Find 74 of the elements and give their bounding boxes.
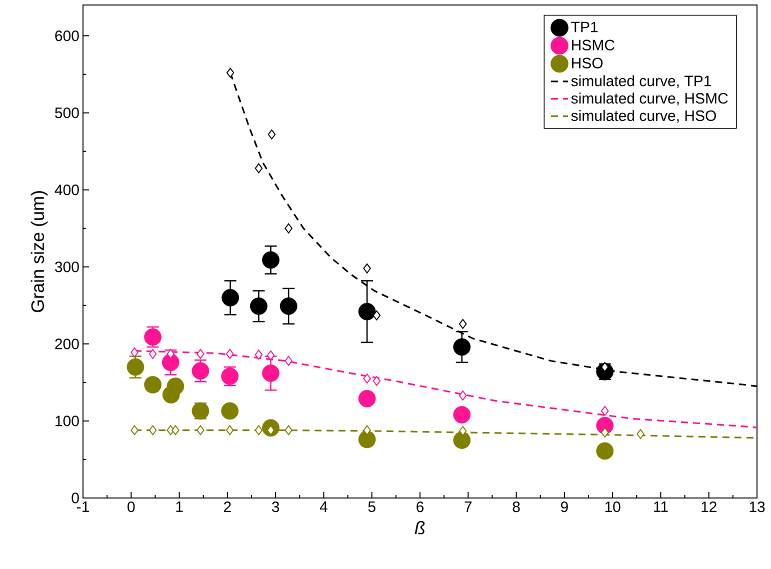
point — [172, 425, 180, 436]
legend-label: HSO — [572, 58, 603, 68]
point — [130, 347, 138, 358]
point — [254, 350, 263, 360]
y-tick-label: 100 — [56, 416, 79, 426]
point — [148, 425, 157, 436]
legend-label: simulated curve, HSO — [571, 110, 716, 123]
x-tick-label: 10 — [605, 502, 620, 512]
point — [600, 428, 609, 438]
y-tick-label: 400 — [54, 184, 79, 196]
x-tick-label: 4 — [320, 502, 328, 512]
point — [284, 425, 292, 436]
point — [162, 354, 180, 372]
y-tick-label: 200 — [55, 338, 79, 350]
point — [130, 425, 138, 436]
point — [222, 289, 240, 306]
point — [363, 263, 371, 274]
x-tick-label: 6 — [416, 502, 424, 512]
point — [262, 251, 280, 269]
point — [192, 362, 210, 380]
point — [596, 442, 614, 460]
x-tick-label: 8 — [512, 502, 520, 512]
y-tick-label: 500 — [55, 108, 79, 118]
point — [358, 302, 376, 320]
point — [363, 425, 371, 436]
point — [226, 348, 234, 359]
legend-label: HSMC — [572, 40, 614, 50]
point — [166, 348, 174, 359]
legend-label: simulated curve, HSMC — [571, 92, 728, 106]
point — [600, 406, 609, 416]
point — [636, 429, 644, 440]
point — [250, 297, 268, 315]
point — [458, 390, 467, 401]
point — [453, 338, 471, 356]
point — [358, 390, 376, 408]
y-tick-label: 600 — [55, 30, 79, 42]
point — [280, 297, 298, 315]
point — [363, 374, 371, 384]
point — [226, 425, 234, 436]
x-tick-label: -1 — [76, 502, 89, 512]
point — [458, 426, 467, 436]
point — [196, 425, 204, 436]
x-tick-label: 12 — [702, 502, 716, 512]
point — [221, 402, 239, 420]
point — [226, 68, 234, 78]
point — [458, 318, 467, 329]
point — [126, 358, 144, 376]
x-tick-label: 0 — [128, 502, 135, 512]
point — [268, 129, 276, 140]
point — [453, 406, 471, 424]
point — [372, 376, 381, 386]
y-tick-label: 0 — [72, 492, 79, 504]
legend-label: TP1 — [571, 22, 598, 32]
point — [284, 223, 292, 234]
x-tick-label: 3 — [272, 502, 280, 512]
point — [284, 356, 292, 366]
point — [266, 350, 275, 360]
point — [148, 348, 157, 359]
x-tick-label: 9 — [560, 502, 568, 512]
x-tick-label: 1 — [176, 502, 183, 512]
x-axis-title: ß — [414, 521, 425, 534]
point — [372, 310, 381, 320]
y-tick-label: 300 — [55, 262, 79, 272]
x-tick-label: 5 — [368, 502, 376, 512]
legend-label: simulated curve, TP1 — [571, 75, 711, 88]
x-tick-label: 2 — [224, 502, 231, 512]
x-tick-label: 11 — [654, 502, 668, 512]
y-axis-title: Grain size (um) — [30, 191, 48, 312]
x-tick-label: 7 — [464, 502, 472, 512]
point — [262, 364, 280, 382]
point — [254, 163, 263, 174]
point — [254, 425, 263, 436]
x-tick-label: 13 — [750, 502, 765, 512]
point — [196, 348, 204, 359]
